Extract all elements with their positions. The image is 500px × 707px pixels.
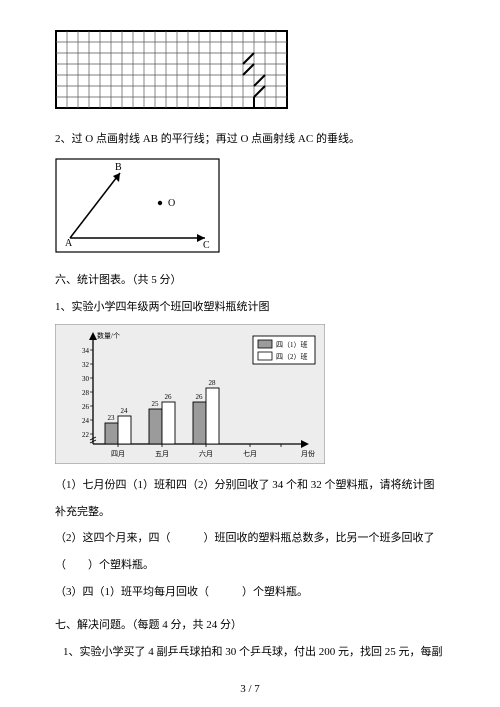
svg-text:24: 24 — [121, 407, 129, 415]
svg-text:26: 26 — [82, 403, 90, 411]
sub1b: 补充完整。 — [55, 502, 445, 523]
svg-text:23: 23 — [108, 414, 116, 422]
sub2b: （ ）个塑料瓶。 — [55, 555, 445, 576]
grid-figure — [55, 30, 445, 115]
sub1a: （1）七月份四（1）班和四（2）分别回收了 34 个和 32 个塑料瓶，请将统计… — [55, 475, 445, 496]
bar-chart: 数量/个 月份 22 24 26 28 30 32 34 — [55, 324, 445, 467]
svg-text:25: 25 — [152, 400, 160, 408]
legend-1: 四（1）班 — [276, 340, 308, 349]
page-number: 3 / 7 — [0, 683, 500, 695]
geometry-svg: A B C O — [55, 158, 220, 253]
chart-x-title: 月份 — [301, 449, 315, 458]
svg-text:34: 34 — [82, 347, 90, 355]
svg-text:26: 26 — [196, 393, 204, 401]
label-B: B — [115, 162, 122, 173]
svg-text:26: 26 — [165, 393, 173, 401]
section6-q1: 1、实验小学四年级两个班回收塑料瓶统计图 — [55, 297, 445, 318]
svg-text:五月: 五月 — [155, 450, 169, 458]
svg-text:24: 24 — [82, 417, 90, 425]
label-A: A — [65, 238, 73, 249]
chart-svg: 数量/个 月份 22 24 26 28 30 32 34 — [55, 324, 325, 464]
svg-text:32: 32 — [82, 361, 90, 369]
section6-title: 六、统计图表。（共 5 分） — [55, 270, 445, 291]
svg-text:六月: 六月 — [199, 449, 213, 458]
section7-q1: 1、实验小学买了 4 副乒乓球拍和 30 个乒乓球，付出 200 元，找回 25… — [55, 642, 445, 663]
sub3: （3）四（1）班平均每月回收（ ）个塑料瓶。 — [55, 582, 445, 603]
svg-text:七月: 七月 — [243, 449, 257, 458]
legend-2: 四（2）班 — [276, 352, 308, 361]
svg-text:28: 28 — [82, 389, 90, 397]
q2-text: 2、过 O 点画射线 AB 的平行线；再过 O 点画射线 AC 的垂线。 — [55, 129, 445, 150]
label-C: C — [203, 240, 210, 251]
label-O: O — [168, 198, 175, 209]
sub2a: （2）这四个月来，四（ ）班回收的塑料瓶总数多，比另一个班多回收了 — [55, 528, 445, 549]
svg-text:30: 30 — [82, 375, 90, 383]
chart-y-title: 数量/个 — [97, 331, 120, 340]
svg-text:28: 28 — [209, 379, 217, 387]
section7-title: 七、解决问题。（每题 4 分，共 24 分） — [55, 615, 445, 636]
geometry-figure: A B C O — [55, 158, 445, 256]
svg-text:22: 22 — [82, 431, 90, 439]
svg-text:四月: 四月 — [111, 450, 125, 458]
grid-svg — [55, 30, 290, 112]
